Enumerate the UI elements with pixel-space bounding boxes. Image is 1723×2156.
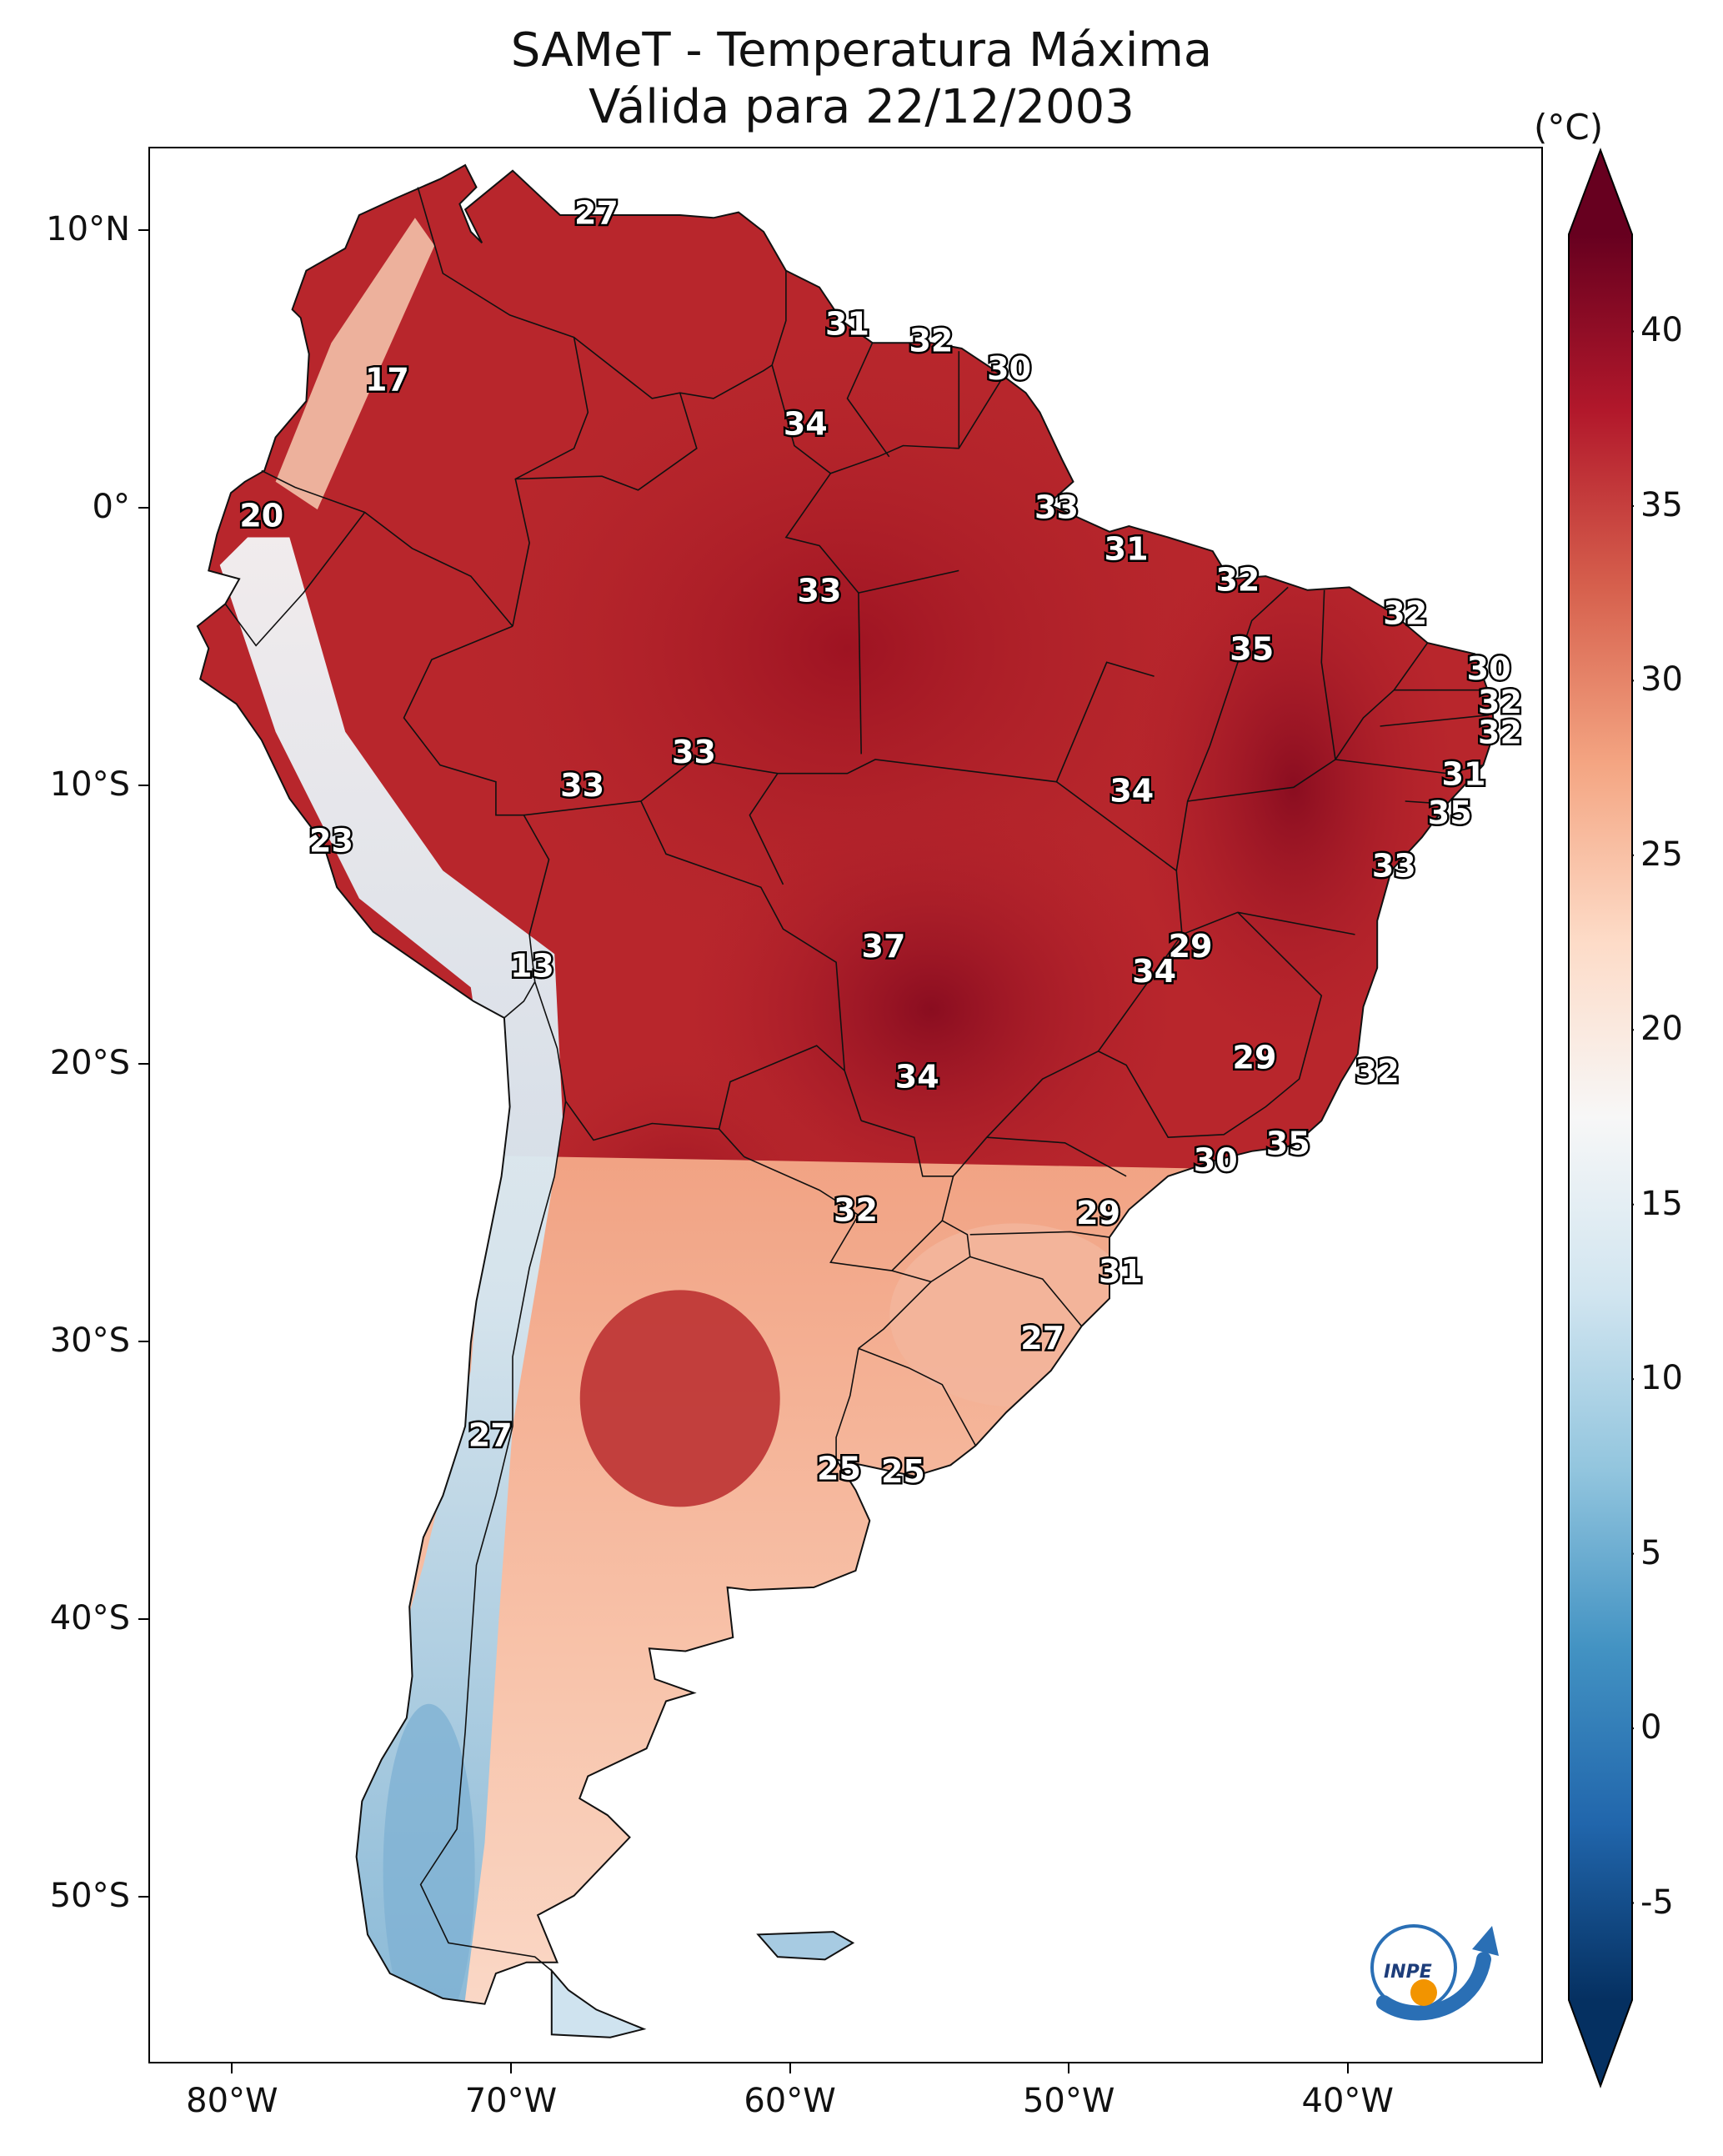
contour-label: 29 bbox=[1076, 1195, 1120, 1231]
colorbar-tick-label: 10 bbox=[1640, 1359, 1683, 1398]
colorbar-extend-max bbox=[1569, 150, 1632, 234]
contour-label: 31 bbox=[1104, 531, 1149, 568]
contour-label: 31 bbox=[1099, 1253, 1143, 1290]
lon-tick-label: 60°W bbox=[744, 2082, 836, 2120]
colorbar-tick-label: 30 bbox=[1640, 660, 1683, 699]
contour-label: 35 bbox=[1266, 1126, 1310, 1162]
contour-label: 34 bbox=[895, 1059, 939, 1096]
lon-tick-label: 80°W bbox=[186, 2082, 278, 2120]
colorbar-tick-label: 0 bbox=[1640, 1708, 1662, 1747]
lat-tick-mark bbox=[138, 228, 148, 231]
colorbar-tick-label: 20 bbox=[1640, 1010, 1683, 1049]
contour-label: 23 bbox=[309, 823, 353, 860]
contour-label: 32 bbox=[834, 1192, 878, 1229]
contour-label: 33 bbox=[672, 734, 716, 770]
lat-tick-label: 10°N bbox=[46, 209, 130, 248]
lat-tick-label: 0° bbox=[92, 488, 130, 527]
contour-label: 25 bbox=[881, 1453, 925, 1490]
contour-label: 35 bbox=[1428, 795, 1472, 831]
contour-label: 17 bbox=[365, 361, 409, 398]
lon-tick-mark bbox=[1068, 2063, 1070, 2073]
contour-label: 34 bbox=[1132, 953, 1176, 990]
contour-label: 33 bbox=[560, 767, 604, 804]
contour-label: 29 bbox=[1233, 1039, 1277, 1075]
contour-label: 27 bbox=[574, 195, 619, 232]
map-panel[interactable]: 27 17 31 32 30 34 20 33 31 33 32 32 35 30 32 32 33 33 31 34… bbox=[148, 147, 1543, 2063]
contour-label: 33 bbox=[1034, 489, 1079, 526]
inpe-logo: INPE bbox=[1370, 1924, 1499, 2021]
lon-tick-mark bbox=[509, 2063, 512, 2073]
colorbar-tick-label: 35 bbox=[1640, 485, 1683, 524]
contour-label: 35 bbox=[1230, 631, 1274, 668]
contour-label: 34 bbox=[1109, 773, 1154, 810]
colorbar-tick-label: 25 bbox=[1640, 835, 1683, 874]
contour-label: 27 bbox=[1020, 1320, 1064, 1356]
lat-tick-mark bbox=[138, 1617, 148, 1620]
contour-label: 32 bbox=[1355, 1053, 1400, 1090]
contour-label: 25 bbox=[817, 1451, 861, 1487]
lon-tick-label: 50°W bbox=[1022, 2082, 1115, 2120]
contour-label: 33 bbox=[798, 573, 842, 609]
lat-tick-mark bbox=[138, 1896, 148, 1898]
colorbar-tick-label: 40 bbox=[1640, 311, 1683, 350]
country-borders bbox=[224, 187, 1490, 1972]
lat-tick-label: 30°S bbox=[49, 1321, 130, 1360]
contour-label: 30 bbox=[1194, 1142, 1238, 1179]
contour-label: 20 bbox=[239, 498, 283, 534]
map-subtitle: Válida para 22/12/2003 bbox=[589, 80, 1134, 134]
lat-tick-mark bbox=[138, 785, 148, 787]
lat-tick-mark bbox=[138, 1062, 148, 1065]
lon-tick-mark bbox=[789, 2063, 791, 2073]
lat-tick-mark bbox=[138, 1340, 148, 1342]
lon-tick-mark bbox=[1346, 2063, 1349, 2073]
lat-tick-label: 40°S bbox=[49, 1598, 130, 1637]
contour-label: 32 bbox=[1383, 594, 1427, 631]
contour-label: 31 bbox=[825, 306, 869, 343]
contour-label: 34 bbox=[784, 406, 828, 443]
contour-label: 27 bbox=[468, 1417, 513, 1454]
lat-tick-label: 10°S bbox=[49, 765, 130, 805]
lat-tick-label: 20°S bbox=[49, 1043, 130, 1082]
lon-tick-label: 40°W bbox=[1301, 2082, 1394, 2120]
contour-label: 32 bbox=[1478, 684, 1522, 720]
colorbar-tick-label: 5 bbox=[1640, 1533, 1662, 1572]
colorbar bbox=[1568, 148, 1634, 2088]
lat-tick-label: 50°S bbox=[49, 1877, 130, 1916]
colorbar-units: (°C) bbox=[1534, 107, 1604, 148]
lon-tick-mark bbox=[231, 2063, 233, 2073]
lat-tick-mark bbox=[138, 507, 148, 509]
contour-label: 32 bbox=[1478, 714, 1522, 751]
contour-label: 30 bbox=[1467, 650, 1511, 687]
colorbar-tick-label: 15 bbox=[1640, 1184, 1683, 1223]
contour-label: 32 bbox=[1215, 561, 1260, 598]
lon-tick-label: 70°W bbox=[464, 2082, 558, 2120]
contour-label: 29 bbox=[1169, 928, 1213, 965]
colorbar-gradient bbox=[1569, 234, 1632, 2000]
south-america-land bbox=[196, 163, 1495, 2038]
colorbar-extend-min bbox=[1569, 2000, 1632, 2086]
contour-label: 13 bbox=[510, 947, 554, 984]
contour-label: 37 bbox=[862, 928, 906, 965]
contour-label: 31 bbox=[1442, 756, 1486, 793]
logo-text: INPE bbox=[1384, 1962, 1432, 1983]
map-title: SAMeT - Temperatura Máxima bbox=[510, 23, 1213, 78]
colorbar-tick-label: -5 bbox=[1640, 1883, 1674, 1922]
contour-label: 30 bbox=[987, 350, 1031, 387]
contour-label: 32 bbox=[909, 323, 953, 359]
contour-label: 33 bbox=[1372, 848, 1416, 885]
